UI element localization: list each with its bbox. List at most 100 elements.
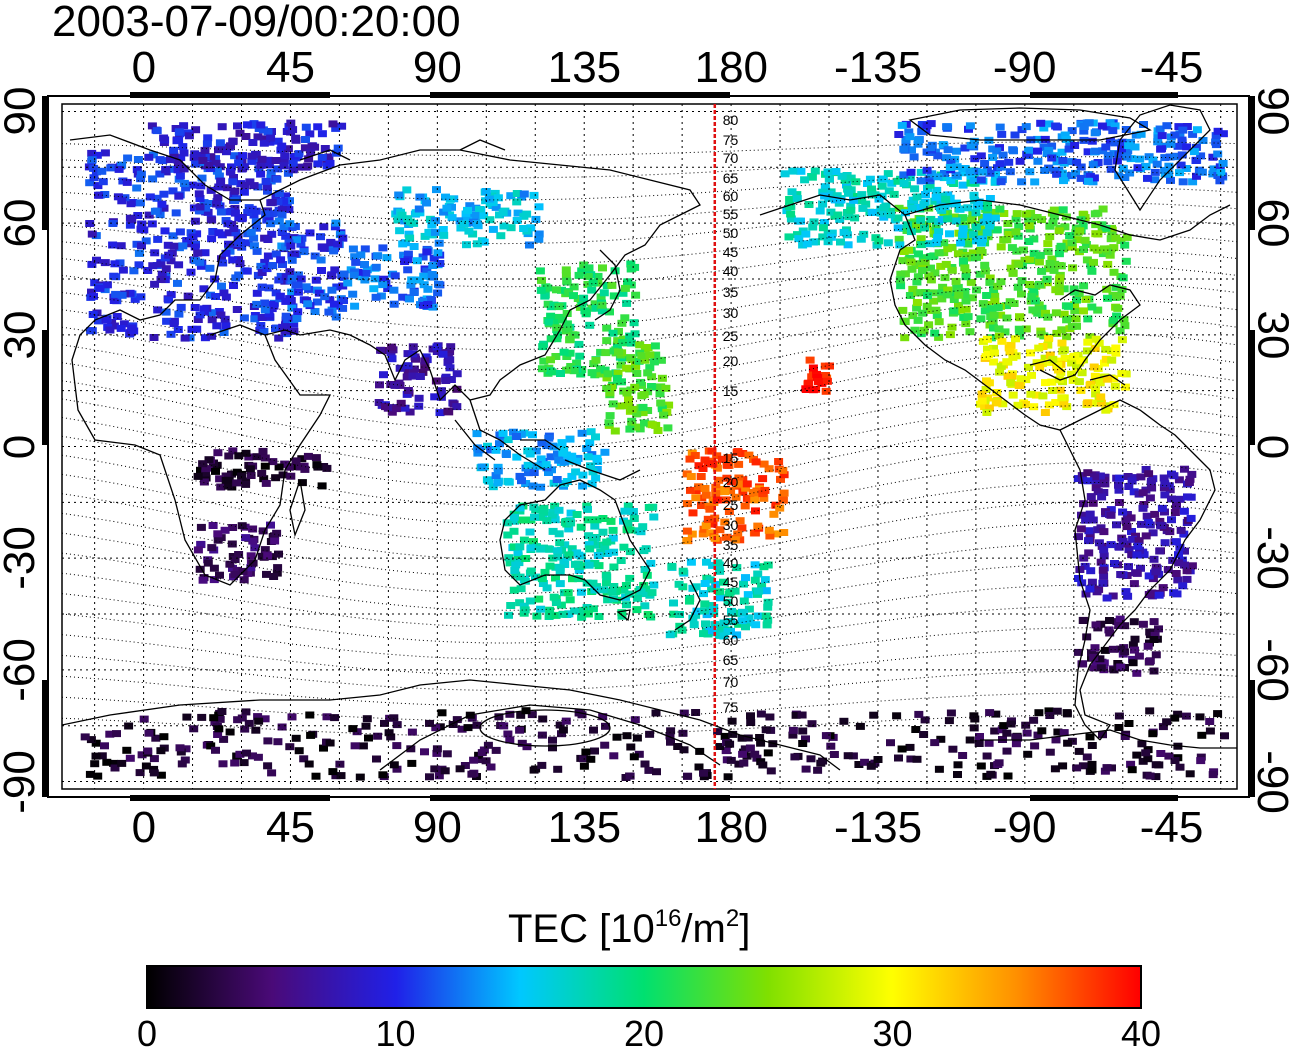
colorbar-tick-label: 10 — [375, 1013, 416, 1054]
maglat-label: 20 — [723, 353, 739, 369]
maglat-contour — [62, 522, 1237, 595]
lat-tick-label: -30 — [0, 526, 44, 590]
maglat-label: 50 — [723, 225, 739, 241]
graticule — [62, 104, 1237, 789]
colorbar-tick-label: 20 — [624, 1013, 665, 1054]
maglat-label: 70 — [723, 150, 739, 166]
maglat-contour — [62, 186, 1237, 223]
tec-region-africa-central — [193, 447, 332, 491]
lat-tick-label: -90 — [0, 749, 44, 814]
maglat-label: 20 — [723, 474, 739, 490]
lat-tick-label: 90 — [0, 86, 44, 136]
maglat-label: 55 — [723, 612, 739, 628]
maglat-label: 35 — [723, 537, 739, 553]
tec-region-antarctica — [80, 707, 1229, 781]
lon-tick-label: 90 — [412, 43, 462, 92]
lat-tick-label: 0 — [0, 434, 45, 459]
tec-region-africa-south — [193, 521, 283, 584]
lon-tick-label: -45 — [1139, 803, 1204, 852]
lon-tick-label: 135 — [547, 803, 622, 852]
tec-region-new-zealand — [665, 558, 773, 640]
frame-band — [130, 795, 330, 801]
colorbar-title: TEC [1016/m2] — [508, 905, 751, 952]
tec-region-patagonia — [1073, 615, 1163, 677]
maglat-contour — [62, 423, 1237, 507]
lon-tick-label: 90 — [412, 803, 462, 852]
maglat-label: 30 — [723, 305, 739, 321]
tec-region-south-america — [1073, 465, 1197, 602]
lat-tick-label: 0 — [1248, 434, 1292, 458]
maglat-label: 70 — [723, 674, 739, 690]
lat-tick-label: 30 — [1247, 310, 1292, 360]
maglat-label: 50 — [723, 593, 739, 609]
maglat-label: 15 — [723, 450, 739, 466]
maglat-contour — [62, 282, 1237, 351]
maglat-label: 25 — [723, 497, 739, 513]
lon-tick-label: 45 — [265, 803, 315, 852]
maglat-label: 15 — [723, 383, 739, 399]
maglat-contour — [62, 648, 1237, 691]
lon-tick-label: -45 — [1139, 43, 1204, 92]
maglat-label: 60 — [723, 188, 739, 204]
maglat-label: 45 — [723, 244, 739, 260]
maglat-contour — [62, 368, 1237, 451]
lon-tick-label: 135 — [547, 43, 622, 92]
lat-tick-label: 60 — [0, 198, 44, 248]
tec-colorbar — [146, 965, 1142, 1009]
coastlines — [62, 104, 1237, 771]
lat-tick-label: 60 — [1247, 198, 1292, 248]
tec-region-siberia — [391, 186, 544, 249]
lat-tick-label: 90 — [1247, 86, 1292, 136]
frame-band — [1030, 795, 1178, 801]
tec-region-western-pacific — [600, 339, 674, 435]
maglat-contour — [62, 542, 1237, 611]
maglat-label: 35 — [723, 284, 739, 300]
frame-band — [130, 92, 330, 98]
maglat-label: 45 — [723, 574, 739, 590]
lat-tick-label: -60 — [0, 638, 44, 702]
lon-tick-label: 0 — [131, 43, 157, 92]
maglat-label: 55 — [723, 206, 739, 222]
lon-tick-label: -135 — [833, 803, 923, 852]
maglat-contour — [62, 442, 1237, 525]
frame-band — [430, 92, 730, 98]
frame-band — [42, 330, 48, 445]
lat-tick-label: -90 — [1247, 749, 1292, 814]
maglat-label: 65 — [723, 170, 739, 186]
tec-region-australia — [502, 502, 659, 621]
frame-bands — [42, 92, 1255, 801]
colorbar-tick-label: 0 — [137, 1013, 158, 1054]
lat-tick-label: 30 — [0, 310, 44, 360]
colorbar-tick-label: 30 — [872, 1013, 913, 1054]
lat-tick-label: -60 — [1247, 638, 1292, 702]
frame-band — [1249, 680, 1255, 797]
maglat-contour — [62, 714, 1237, 737]
frame-band — [1249, 330, 1255, 445]
tec-region-indonesia — [472, 428, 610, 491]
lon-tick-label: -135 — [833, 43, 923, 92]
maglat-label: 80 — [723, 112, 739, 128]
maglat-contour — [62, 233, 1237, 288]
tec-region-japan-china — [535, 260, 642, 379]
maglat-contour — [62, 404, 1237, 489]
tec-data-layer — [80, 119, 1229, 781]
maglat-contour — [62, 202, 1237, 245]
magnetic-latitude-labels: 80 75 70 65 60 55 50 45 40 35 30 25 20 15 15 20 25 30 35 40… — [723, 112, 739, 715]
lon-tick-label: 0 — [131, 803, 157, 852]
maglat-label: 30 — [723, 517, 739, 533]
maglat-contour — [62, 171, 1237, 201]
maglat-contour — [62, 692, 1237, 722]
lat-tick-label: -30 — [1247, 526, 1292, 590]
lon-tick-label: 180 — [694, 803, 769, 852]
maglat-contour — [62, 156, 1237, 179]
colorbar-tick-label: 40 — [1121, 1013, 1162, 1054]
tec-region-north-america — [894, 204, 1132, 342]
lon-tick-label: -90 — [992, 803, 1057, 852]
tec-region-central-asia — [339, 243, 445, 311]
tec-region-russia-west — [274, 217, 348, 323]
maglat-label: 60 — [723, 632, 739, 648]
magnetic-latitude-contours — [62, 141, 1237, 737]
tec-region-india — [374, 342, 462, 417]
maglat-label: 40 — [723, 263, 739, 279]
